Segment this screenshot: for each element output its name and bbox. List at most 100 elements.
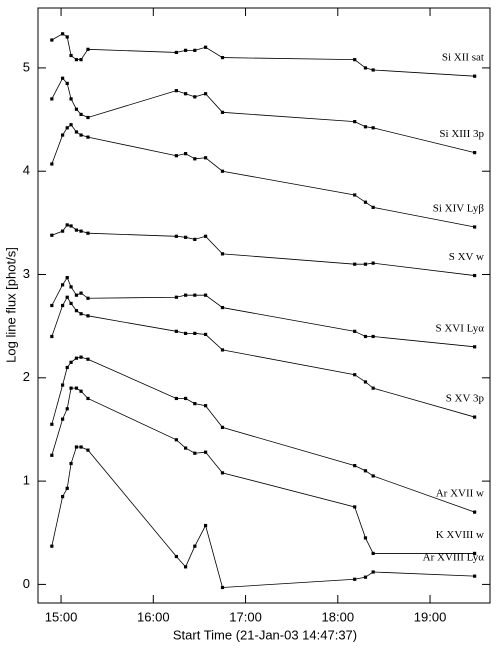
data-point — [193, 331, 197, 335]
data-point — [60, 383, 65, 387]
data-point — [183, 331, 188, 335]
data-point — [174, 396, 178, 401]
data-point — [86, 135, 90, 139]
data-point — [363, 200, 368, 204]
series-line — [51, 276, 475, 348]
data-point — [74, 58, 79, 62]
data-point — [69, 285, 73, 289]
data-point — [193, 293, 197, 297]
data-point — [174, 154, 178, 158]
data-point — [193, 544, 197, 548]
data-point — [353, 193, 357, 197]
data-point — [86, 448, 90, 452]
series-label: S XVI Lyα — [435, 322, 484, 334]
x-tick-label: 16:00 — [137, 609, 170, 624]
data-point — [203, 92, 208, 96]
series-label: Si XIII 3p — [439, 128, 484, 140]
data-point — [65, 35, 69, 39]
data-point — [86, 296, 90, 300]
data-point — [74, 445, 79, 449]
data-point — [220, 425, 225, 429]
data-point — [74, 309, 79, 313]
data-point — [65, 365, 69, 370]
data-point — [473, 415, 477, 419]
data-point — [65, 126, 69, 130]
data-point — [74, 130, 79, 134]
series-line — [51, 446, 475, 588]
data-point — [74, 228, 79, 232]
data-point — [353, 505, 357, 509]
data-point — [50, 334, 54, 339]
data-point — [74, 293, 79, 297]
data-point — [174, 50, 178, 55]
data-point — [183, 48, 188, 52]
data-point — [74, 356, 79, 360]
data-point — [174, 438, 178, 442]
data-point — [69, 123, 73, 127]
data-point — [183, 446, 188, 450]
data-point — [65, 486, 69, 490]
data-point — [371, 205, 375, 209]
data-point — [371, 68, 375, 72]
y-tick-label: 4 — [23, 163, 30, 178]
data-point — [65, 295, 69, 299]
data-point — [69, 386, 73, 390]
data-point — [193, 157, 197, 161]
y-tick-label: 1 — [23, 473, 30, 488]
data-point — [473, 273, 477, 278]
data-point — [220, 55, 225, 60]
data-point — [50, 97, 54, 101]
data-point — [353, 120, 357, 124]
data-point — [473, 574, 477, 578]
data-point — [86, 357, 90, 361]
data-point — [203, 234, 208, 238]
data-point — [60, 417, 65, 421]
data-point — [79, 389, 83, 393]
data-point — [174, 329, 178, 333]
series-line — [51, 296, 475, 418]
y-tick-label: 5 — [23, 59, 30, 74]
x-axis-label: Start Time (21-Jan-03 14:47:37) — [173, 627, 357, 642]
data-point — [220, 169, 225, 173]
data-point — [69, 97, 73, 101]
data-point — [79, 229, 83, 233]
series-label: Ar XVIII Lyα — [423, 552, 485, 564]
data-point — [193, 237, 197, 241]
data-point — [79, 291, 83, 295]
data-point — [60, 133, 65, 137]
data-point — [60, 303, 65, 308]
series-label: S XV 3p — [446, 393, 485, 405]
data-point — [193, 48, 197, 52]
data-point — [203, 523, 208, 528]
data-point — [220, 348, 225, 352]
data-point — [50, 38, 54, 42]
data-point — [183, 565, 188, 569]
data-point — [220, 585, 225, 590]
data-point — [50, 233, 54, 237]
plot-frame — [37, 7, 491, 604]
data-point — [50, 422, 54, 426]
data-point — [65, 81, 69, 86]
data-point — [69, 224, 73, 228]
data-point — [50, 544, 54, 548]
y-tick-label: 3 — [23, 266, 30, 281]
data-point — [353, 262, 357, 266]
y-tick-label: 2 — [23, 369, 30, 384]
data-point — [193, 402, 197, 406]
series-line — [51, 33, 475, 77]
data-point — [371, 570, 375, 574]
data-point — [86, 115, 90, 120]
data-point — [74, 386, 79, 390]
data-point — [473, 345, 477, 349]
data-point — [174, 89, 178, 93]
data-point — [363, 536, 368, 540]
data-point — [371, 386, 375, 390]
series-line — [51, 387, 475, 554]
data-point — [203, 332, 208, 337]
y-tick-label: 0 — [23, 576, 30, 591]
data-point — [371, 551, 375, 556]
data-point — [50, 453, 54, 457]
data-point — [220, 305, 225, 310]
